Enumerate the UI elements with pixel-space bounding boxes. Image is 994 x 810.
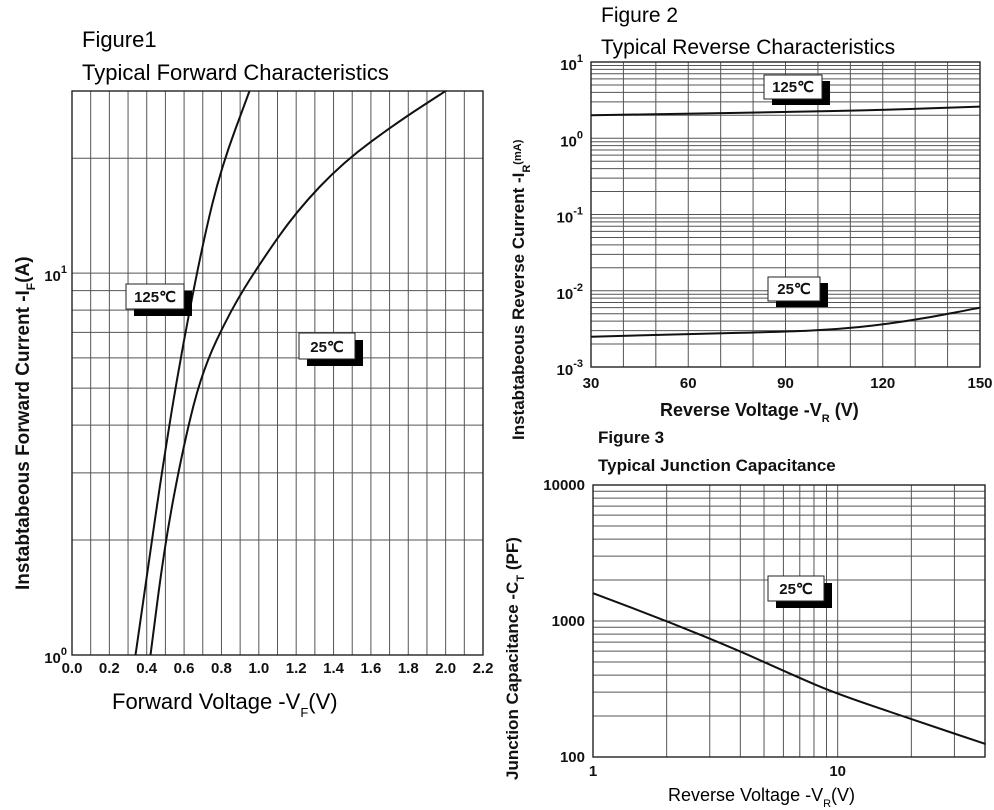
- fig3-plot-frame: [592, 484, 986, 758]
- fig2-label-125: 125℃: [763, 74, 830, 105]
- fig2-series: [590, 105, 981, 338]
- fig1-x-tick-label: 1.0: [248, 660, 269, 677]
- fig1-x-tick-label: 2.2: [473, 660, 494, 677]
- fig1-grid: [71, 90, 484, 656]
- fig3-x-tick-label: 1: [589, 763, 597, 780]
- fig1-series-line-0: [134, 90, 251, 656]
- fig1-x-tick-label: 0.4: [136, 660, 158, 677]
- fig3-y-tick-label: 1000: [552, 613, 585, 630]
- fig1-y-axis-title: Instabtabeous Forward Current -IF(A): [13, 256, 38, 590]
- fig2-figure-label: Figure 2: [601, 4, 678, 27]
- fig2-x-tick-label: 60: [680, 375, 697, 392]
- fig2-xlabel: Reverse Voltage -V: [660, 400, 822, 420]
- fig3-grid: [592, 484, 986, 758]
- fig2-ylabel: Instabtabeous Reverse Current -I: [509, 173, 528, 440]
- fig3-x-axis-title: Reverse Voltage -VR(V): [668, 785, 855, 810]
- fig2-y-tick-label: 10-2: [557, 282, 583, 303]
- fig1-x-tick-label: 1.2: [286, 660, 307, 677]
- svg-text:Reverse Voltage -VR(V): Reverse Voltage -VR(V): [668, 785, 855, 810]
- fig2-series-line-1: [590, 306, 981, 338]
- fig2-title: Typical Reverse Characteristics: [601, 36, 895, 59]
- fig3-tick-labels: 1 10 100 1000 10000: [543, 477, 846, 780]
- svg-text:Junction Capacitance -CT (PF): Junction Capacitance -CT (PF): [503, 537, 527, 780]
- fig3-series: [592, 592, 987, 745]
- fig2-y-tick-label: 10-1: [557, 206, 583, 227]
- fig3-figure-label: Figure 3: [598, 428, 664, 447]
- fig3-label-25: 25℃: [767, 575, 832, 608]
- fig2-y-tick-label: 101: [560, 53, 583, 74]
- fig1-y-tick-label: 100: [44, 646, 67, 667]
- fig1-ylabel: Instabtabeous Forward Current -I: [13, 290, 34, 590]
- fig1-xlabel-unit: (V): [308, 689, 337, 714]
- fig2-y-tick-label: 100: [560, 129, 583, 150]
- fig1-label-25: 25℃: [298, 332, 363, 366]
- fig3-y-axis-title: Junction Capacitance -CT (PF): [503, 537, 527, 780]
- fig3-ylabel-unit: (PF): [503, 537, 522, 575]
- fig2-xlabel-sub: R: [822, 413, 830, 425]
- fig1-y-tick-label: 101: [44, 264, 67, 285]
- fig1-x-axis-title: Forward Voltage -VF(V): [112, 689, 338, 720]
- fig1-plot-frame: [71, 90, 484, 656]
- fig2-x-axis-title: Reverse Voltage -VR (V): [660, 400, 859, 425]
- fig3-x-tick-label: 10: [829, 763, 846, 780]
- fig1-tick-labels: 0.0 0.2 0.4 0.6 0.8 1.0 1.2 1.4 1.6 1.8 2.0 2.2 100 1…: [44, 264, 493, 677]
- svg-text:Forward Voltage -VF(V): Forward Voltage -VF(V): [112, 689, 338, 720]
- fig3-series-25-label: 25℃: [779, 581, 813, 598]
- fig2-series-25-label: 25℃: [777, 281, 811, 298]
- fig2-y-axis-title: Instabtabeous Reverse Current -IR(mA): [509, 139, 533, 440]
- fig1-series-125-label: 125℃: [134, 289, 176, 306]
- fig2-xlabel-unit: (V): [830, 400, 859, 420]
- fig2-plot-frame: [590, 61, 981, 368]
- fig2-y-tick-label: 10-3: [557, 358, 583, 379]
- fig2-x-tick-label: 150: [967, 375, 992, 392]
- fig2-tick-labels: 30 60 90 120 150 10-3 10-2 10-1 100 101: [557, 53, 993, 392]
- svg-text:Instabtabeous Forward Current: Instabtabeous Forward Current -IF(A): [13, 256, 38, 590]
- fig3-title: Typical Junction Capacitance: [598, 456, 836, 475]
- fig3-ylabel: Junction Capacitance -C: [503, 582, 522, 780]
- fig1-figure-label: Figure1: [82, 27, 157, 52]
- fig1-label-125: 125℃: [125, 283, 192, 316]
- svg-text:Reverse Voltage -VR (V): Reverse Voltage -VR (V): [660, 400, 859, 425]
- fig1-x-tick-label: 1.8: [398, 660, 419, 677]
- fig1-series-line-1: [149, 90, 447, 656]
- fig2-x-tick-label: 90: [777, 375, 794, 392]
- fig3-xlabel: Reverse Voltage -V: [668, 785, 823, 805]
- fig3-y-tick-label: 100: [560, 749, 585, 766]
- fig3-xlabel-sub: R: [823, 798, 831, 810]
- fig1-x-tick-label: 2.0: [435, 660, 456, 677]
- fig2-ylabel-sub: R: [521, 165, 533, 173]
- fig1-x-tick-label: 1.4: [323, 660, 345, 677]
- fig1-x-tick-label: 0.0: [62, 660, 83, 677]
- fig1-ylabel-unit: (A): [13, 256, 34, 282]
- fig3-ylabel-sub: T: [515, 575, 527, 582]
- figure-1: Figure1 Typical Forward Characteristics …: [13, 27, 493, 720]
- fig3-xlabel-unit: (V): [831, 785, 855, 805]
- fig1-ylabel-sub: F: [24, 283, 38, 290]
- fig1-series: [134, 90, 447, 656]
- fig1-x-tick-label: 1.6: [360, 660, 381, 677]
- fig3-y-tick-label: 10000: [543, 477, 585, 494]
- fig1-x-tick-label: 0.8: [211, 660, 232, 677]
- fig1-x-tick-label: 0.6: [174, 660, 195, 677]
- svg-text:Instabtabeous Reverse Current: Instabtabeous Reverse Current -IR(mA): [509, 139, 533, 440]
- fig1-title: Typical Forward Characteristics: [82, 60, 389, 85]
- fig1-xlabel-sub: F: [300, 705, 308, 720]
- fig1-series-25-label: 25℃: [310, 339, 344, 356]
- fig1-x-tick-label: 0.2: [99, 660, 120, 677]
- fig2-ylabel-unit: (mA): [512, 139, 524, 164]
- fig2-series-125-label: 125℃: [772, 79, 814, 96]
- fig2-label-25: 25℃: [767, 276, 828, 307]
- fig3-series-line-0: [592, 592, 987, 745]
- fig2-x-tick-label: 120: [870, 375, 895, 392]
- fig2-x-tick-label: 30: [583, 375, 600, 392]
- fig2-series-line-0: [590, 105, 981, 117]
- fig1-xlabel: Forward Voltage -V: [112, 689, 301, 714]
- figure-2: Figure 2 Typical Reverse Characteristics…: [509, 4, 993, 440]
